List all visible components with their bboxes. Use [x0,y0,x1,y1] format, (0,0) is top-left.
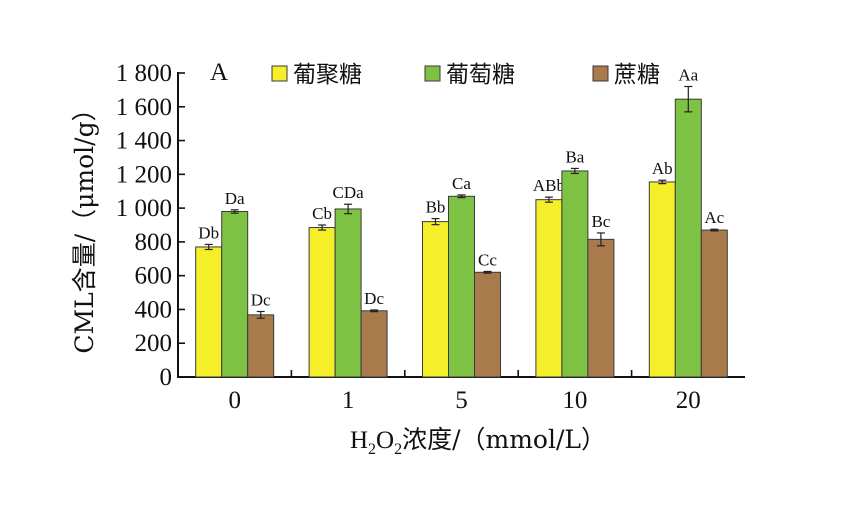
bar [422,221,449,378]
bar [700,229,728,378]
bar-significance-label: CDa [333,183,365,202]
legend-swatch [271,65,288,82]
x-axis-title: H2O2浓度/（mmol/L） [350,425,606,458]
y-tick-label: 400 [135,296,173,323]
x-axis-title-h: H [350,427,368,454]
x-tick-label: 0 [228,387,241,414]
bar-significance-label: Bc [591,212,610,231]
bar [247,314,275,378]
x-axis-title-sub1: 2 [368,441,376,458]
bar [448,195,475,378]
bar [221,210,249,378]
bar [535,199,563,378]
bar [561,170,589,378]
legend-label: 葡萄糖 [446,62,515,88]
bar-significance-label: Bb [426,198,446,217]
bar [195,246,223,378]
bar [648,181,676,378]
bar [587,238,615,378]
bar [674,98,702,378]
y-axis: 0 200 400 600 800 1 000 1 200 1 400 1 600 1 800 [116,60,185,391]
legend: 葡聚糖 葡萄糖 蔗糖 [271,62,660,88]
x-axis-title-o: O [376,427,394,454]
y-tick-label: 0 [160,364,173,391]
y-tick-label: 1 400 [116,128,172,155]
bar-significance-label: Dc [251,290,271,309]
y-tick-label: 1 800 [116,60,172,87]
bar-significance-label: Ba [565,147,584,166]
x-axis-title-rest: 浓度/（mmol/L） [402,425,606,454]
panel-label: A [210,59,228,86]
legend-swatch [424,65,441,82]
bar [360,310,388,378]
y-axis-title: CML含量/（μmol/g） [70,96,99,353]
bar-significance-label: ABb [533,176,565,195]
y-tick-label: 600 [135,263,173,290]
bar-significance-label: Cb [312,204,332,223]
bar-significance-label: Da [225,189,245,208]
bar [474,271,501,378]
x-tick-label: 5 [455,387,468,414]
y-tick-label: 1 000 [116,195,172,222]
y-tick-label: 800 [135,229,173,256]
x-tick-label: 1 [342,387,355,414]
bar-significance-label: Ca [452,174,471,193]
x-axis-title-sub2: 2 [394,441,402,458]
x-tick-label: 10 [562,387,587,414]
legend-label: 蔗糖 [614,62,660,88]
bar-significance-label: Aa [678,66,698,85]
y-tick-label: 200 [135,330,173,357]
x-tick-label: 20 [676,387,701,414]
y-tick-label: 1 200 [116,161,172,188]
bar-significance-label: Ab [652,159,673,178]
legend-label: 葡聚糖 [293,62,362,88]
legend-swatch [592,65,609,82]
bar-significance-label: Dc [364,289,384,308]
bar-significance-label: Cc [478,250,497,269]
bar [308,227,336,378]
y-tick-label: 1 600 [116,94,172,121]
bar [334,208,362,378]
bar-significance-label: Ac [704,208,724,227]
bar-significance-label: Db [198,223,219,242]
